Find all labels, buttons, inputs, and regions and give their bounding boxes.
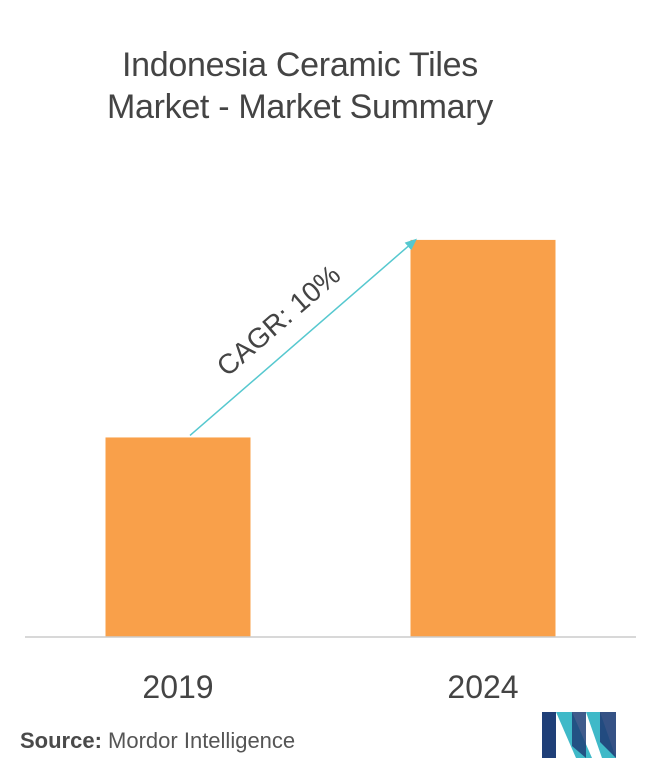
cagr-arrow <box>189 238 418 437</box>
bar-2019 <box>105 437 251 637</box>
bar-2024 <box>410 239 556 637</box>
source-text: Mordor Intelligence <box>108 728 296 753</box>
chart-title: Indonesia Ceramic Tiles Market - Market … <box>0 44 600 128</box>
chart-title-line-1: Indonesia Ceramic Tiles <box>122 46 478 84</box>
cagr-annotation: CAGR: 10% <box>211 259 347 382</box>
x-tick-label-2019: 2019 <box>142 669 213 705</box>
chart-title-line-2: Market - Market Summary <box>106 88 494 126</box>
x-tick-label-2024: 2024 <box>447 669 518 705</box>
mordor-intelligence-logo <box>542 712 616 758</box>
source-note: Source: Mordor Intelligence <box>20 728 295 754</box>
source-label: Source: <box>20 728 102 753</box>
